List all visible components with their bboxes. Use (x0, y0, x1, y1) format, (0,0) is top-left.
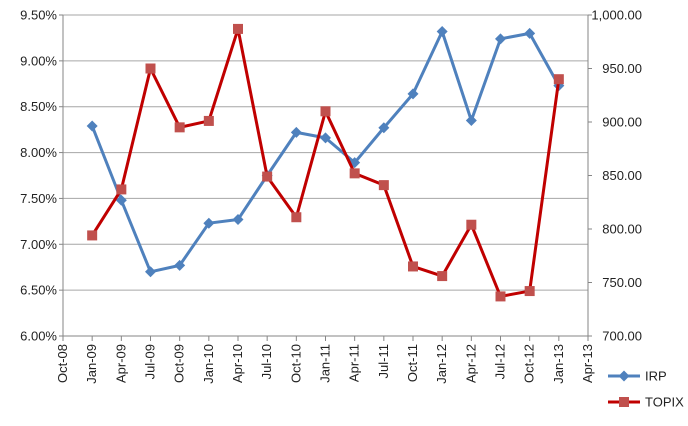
right-axis-tick-label: 750.00 (602, 275, 642, 290)
x-axis-tick-label: Jan-09 (84, 344, 99, 384)
data-point-topix (145, 63, 156, 74)
x-axis-tick-label: Jan-10 (201, 344, 216, 384)
data-point-topix (203, 115, 214, 126)
x-axis-tick-label: Jul-10 (259, 344, 274, 379)
data-point-topix (320, 106, 331, 117)
data-point-irp (115, 194, 127, 206)
x-axis-tick-label: Jul-12 (493, 344, 508, 379)
right-axis-tick-labels: 700.00 750.00 800.00 850.00 900.00 950.00 1,00… (591, 8, 642, 344)
x-axis-tick-label: Jul-11 (376, 344, 391, 378)
data-point-topix (524, 286, 535, 297)
left-axis-tick-label: 9.00% (20, 53, 57, 68)
data-point-topix (553, 74, 564, 85)
data-point-irp (524, 27, 536, 39)
series (86, 23, 565, 302)
data-point-topix (174, 122, 185, 133)
legend-item-irp: IRP (608, 369, 667, 384)
left-axis-tick-label: 9.50% (20, 8, 57, 23)
left-axis-tick-label: 6.00% (20, 329, 57, 344)
series-irp (86, 26, 565, 278)
right-axis-tick-label: 950.00 (602, 61, 642, 76)
data-point-irp (378, 122, 390, 134)
x-axis-tick-label: Apr-10 (230, 344, 245, 383)
legend: IRP TOPIX (608, 369, 684, 410)
x-axis-tick-label: Apr-11 (347, 344, 362, 382)
data-point-irp (495, 33, 506, 45)
data-point-irp (145, 266, 156, 278)
data-point-topix (87, 230, 98, 241)
left-axis-tick-label: 8.00% (20, 145, 57, 160)
data-point-irp (174, 259, 186, 271)
x-axis-tick-label: Oct-12 (522, 344, 537, 383)
series-topix (87, 23, 564, 302)
left-axis-tick-label: 7.00% (20, 237, 57, 252)
right-axis-tick-label: 900.00 (602, 115, 642, 130)
left-axis-tick-label: 7.50% (20, 191, 57, 206)
data-point-irp (320, 132, 331, 144)
axes (59, 14, 592, 341)
x-axis-tick-label: Apr-09 (113, 344, 128, 383)
data-point-irp (465, 114, 477, 126)
data-point-topix (349, 168, 360, 179)
data-point-irp (203, 217, 215, 229)
data-point-topix (116, 184, 127, 195)
right-axis-tick-label: 700.00 (602, 329, 642, 344)
legend-marker-square (619, 397, 629, 407)
x-axis-tick-label: Oct-10 (288, 344, 303, 383)
data-point-irp (436, 26, 448, 38)
x-axis-tick-label: Oct-09 (172, 344, 187, 383)
data-point-topix (495, 291, 506, 302)
left-axis-tick-label: 8.50% (20, 99, 57, 114)
x-axis-tick-label: Apr-13 (580, 344, 595, 383)
x-axis-tick-label: Jan-11 (318, 344, 333, 383)
data-point-topix (408, 261, 418, 272)
legend-marker-diamond (618, 370, 630, 382)
right-axis-tick-label: 850.00 (602, 168, 642, 183)
data-point-topix (291, 212, 302, 223)
x-axis-tick-label: Oct-08 (55, 344, 70, 383)
right-axis-tick-label: 800.00 (602, 222, 642, 237)
data-point-topix (466, 219, 477, 230)
x-axis-tick-label: Jan-13 (551, 344, 566, 384)
data-point-irp (290, 126, 302, 138)
legend-item-topix: TOPIX (608, 395, 684, 410)
x-axis-tick-label: Jan-12 (434, 344, 449, 384)
x-axis-tick-labels: Oct-08 Jan-09 Apr-09 Jul-09 Oct-09 Jan-10 Apr-… (55, 344, 595, 384)
data-point-irp (86, 120, 98, 132)
data-point-irp (232, 214, 244, 226)
left-axis-tick-labels: 6.00% 6.50% 7.00% 7.50% 8.00% 8.50% 9.00% 9.50% (20, 8, 57, 344)
right-axis-tick-label: 1,000.00 (591, 8, 642, 23)
data-point-topix (262, 171, 273, 182)
legend-label: TOPIX (645, 395, 684, 410)
legend-label: IRP (645, 369, 667, 384)
x-axis-tick-label: Apr-12 (463, 344, 478, 383)
x-axis-tick-label: Oct-11 (405, 344, 420, 382)
series-line-irp (90, 30, 561, 274)
x-axis-tick-label: Jul-09 (143, 344, 158, 379)
data-point-topix (378, 180, 389, 191)
left-axis-tick-label: 6.50% (20, 283, 57, 298)
data-point-topix (233, 23, 243, 34)
data-point-irp (407, 88, 419, 100)
data-point-topix (437, 271, 448, 282)
